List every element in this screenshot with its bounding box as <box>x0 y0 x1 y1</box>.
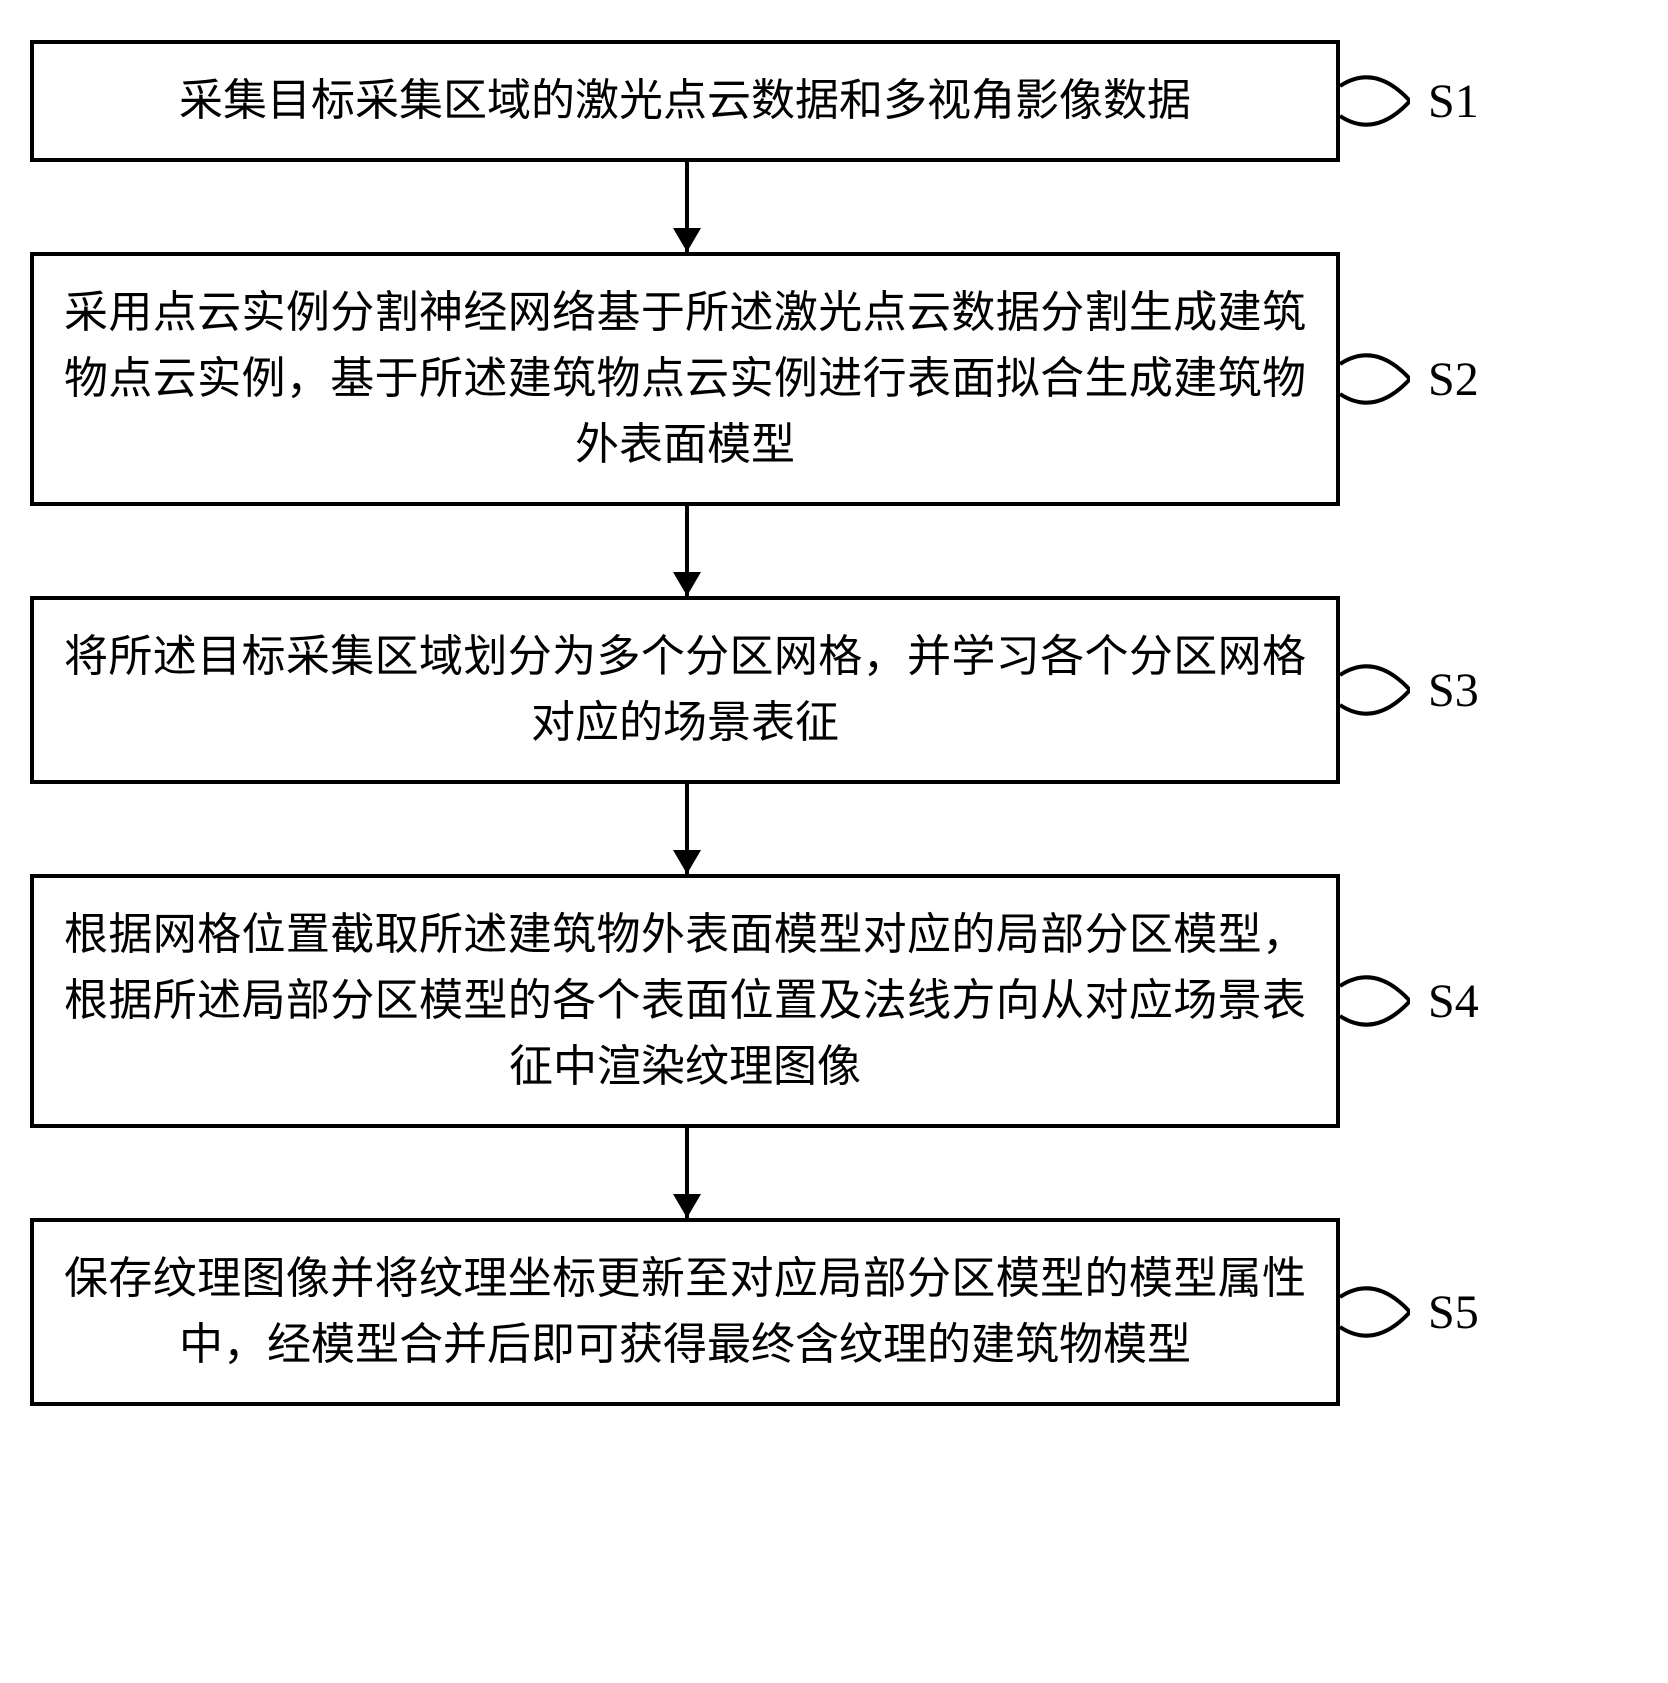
step-connector: S4 <box>1340 971 1638 1031</box>
step-text: 采用点云实例分割神经网络基于所述激光点云数据分割生成建筑物点云实例，基于所述建筑… <box>64 288 1306 469</box>
step-text: 保存纹理图像并将纹理坐标更新至对应局部分区模型的模型属性中，经模型合并后即可获得… <box>64 1254 1306 1369</box>
step-connector: S2 <box>1340 349 1638 409</box>
step-text: 将所述目标采集区域划分为多个分区网格，并学习各个分区网格对应的场景表征 <box>64 632 1306 747</box>
step-label: S2 <box>1428 352 1479 407</box>
step-label: S4 <box>1428 974 1479 1029</box>
arrow-down <box>30 784 1638 874</box>
flowchart-step: 保存纹理图像并将纹理坐标更新至对应局部分区模型的模型属性中，经模型合并后即可获得… <box>30 1218 1638 1406</box>
step-label: S3 <box>1428 663 1479 718</box>
arrow-head-icon <box>673 850 701 874</box>
arrow-down <box>30 162 1638 252</box>
step-box-s4: 根据网格位置截取所述建筑物外表面模型对应的局部分区模型，根据所述局部分区模型的各… <box>30 874 1340 1128</box>
curve-connector-icon <box>1340 1282 1410 1342</box>
step-text: 采集目标采集区域的激光点云数据和多视角影像数据 <box>179 76 1191 125</box>
curve-connector-icon <box>1340 971 1410 1031</box>
step-box-s1: 采集目标采集区域的激光点云数据和多视角影像数据 <box>30 40 1340 162</box>
flowchart-step: 将所述目标采集区域划分为多个分区网格，并学习各个分区网格对应的场景表征 S3 <box>30 596 1638 784</box>
step-box-s5: 保存纹理图像并将纹理坐标更新至对应局部分区模型的模型属性中，经模型合并后即可获得… <box>30 1218 1340 1406</box>
step-connector: S5 <box>1340 1282 1638 1342</box>
arrow-head-icon <box>673 572 701 596</box>
step-label: S1 <box>1428 74 1479 129</box>
flowchart-step: 根据网格位置截取所述建筑物外表面模型对应的局部分区模型，根据所述局部分区模型的各… <box>30 874 1638 1128</box>
flowchart-container: 采集目标采集区域的激光点云数据和多视角影像数据 S1 采用点云实例分割神经网络基… <box>30 40 1638 1406</box>
flowchart-step: 采用点云实例分割神经网络基于所述激光点云数据分割生成建筑物点云实例，基于所述建筑… <box>30 252 1638 506</box>
arrow-head-icon <box>673 228 701 252</box>
curve-connector-icon <box>1340 71 1410 131</box>
step-connector: S1 <box>1340 71 1638 131</box>
step-connector: S3 <box>1340 660 1638 720</box>
arrow-down <box>30 1128 1638 1218</box>
curve-connector-icon <box>1340 660 1410 720</box>
step-label: S5 <box>1428 1285 1479 1340</box>
step-box-s2: 采用点云实例分割神经网络基于所述激光点云数据分割生成建筑物点云实例，基于所述建筑… <box>30 252 1340 506</box>
arrow-head-icon <box>673 1194 701 1218</box>
step-box-s3: 将所述目标采集区域划分为多个分区网格，并学习各个分区网格对应的场景表征 <box>30 596 1340 784</box>
flowchart-step: 采集目标采集区域的激光点云数据和多视角影像数据 S1 <box>30 40 1638 162</box>
curve-connector-icon <box>1340 349 1410 409</box>
arrow-down <box>30 506 1638 596</box>
step-text: 根据网格位置截取所述建筑物外表面模型对应的局部分区模型，根据所述局部分区模型的各… <box>64 910 1306 1091</box>
